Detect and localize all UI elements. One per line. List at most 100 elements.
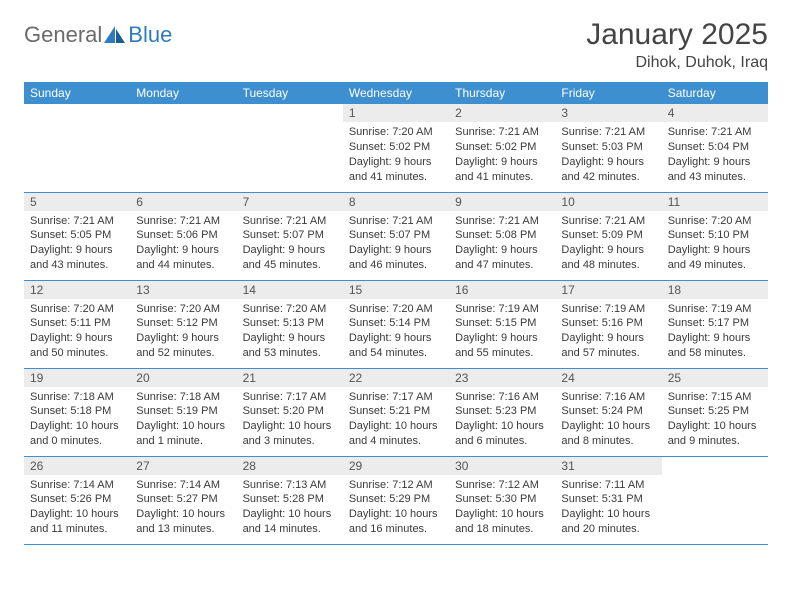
sunset-line: Sunset: 5:11 PM [30, 316, 124, 331]
sunrise-line: Sunrise: 7:21 AM [243, 214, 337, 229]
day-header-row: SundayMondayTuesdayWednesdayThursdayFrid… [24, 82, 768, 104]
day-body: Sunrise: 7:21 AMSunset: 5:06 PMDaylight:… [130, 211, 236, 277]
sunset-line: Sunset: 5:02 PM [455, 140, 549, 155]
daylight-line: Daylight: 10 hours and 9 minutes. [668, 419, 762, 449]
sunrise-line: Sunrise: 7:19 AM [561, 302, 655, 317]
day-body: Sunrise: 7:20 AMSunset: 5:02 PMDaylight:… [343, 122, 449, 188]
sunrise-line: Sunrise: 7:15 AM [668, 390, 762, 405]
day-cell: 24Sunrise: 7:16 AMSunset: 5:24 PMDayligh… [555, 368, 661, 456]
day-cell: 21Sunrise: 7:17 AMSunset: 5:20 PMDayligh… [237, 368, 343, 456]
sunset-line: Sunset: 5:23 PM [455, 404, 549, 419]
week-row: 12Sunrise: 7:20 AMSunset: 5:11 PMDayligh… [24, 280, 768, 368]
daynum-bar: 10 [555, 193, 661, 211]
daylight-line: Daylight: 10 hours and 0 minutes. [30, 419, 124, 449]
day-cell: 17Sunrise: 7:19 AMSunset: 5:16 PMDayligh… [555, 280, 661, 368]
day-body: Sunrise: 7:20 AMSunset: 5:11 PMDaylight:… [24, 299, 130, 365]
daynum-bar: 2 [449, 104, 555, 122]
daynum-bar: 15 [343, 281, 449, 299]
daylight-line: Daylight: 10 hours and 20 minutes. [561, 507, 655, 537]
day-body: Sunrise: 7:14 AMSunset: 5:26 PMDaylight:… [24, 475, 130, 541]
day-body: Sunrise: 7:20 AMSunset: 5:14 PMDaylight:… [343, 299, 449, 365]
daylight-line: Daylight: 9 hours and 48 minutes. [561, 243, 655, 273]
daynum-bar: 23 [449, 369, 555, 387]
daynum-bar: 16 [449, 281, 555, 299]
sunrise-line: Sunrise: 7:21 AM [668, 125, 762, 140]
day-cell [130, 104, 236, 192]
day-cell: 20Sunrise: 7:18 AMSunset: 5:19 PMDayligh… [130, 368, 236, 456]
daynum-bar: 30 [449, 457, 555, 475]
sunset-line: Sunset: 5:15 PM [455, 316, 549, 331]
day-cell: 16Sunrise: 7:19 AMSunset: 5:15 PMDayligh… [449, 280, 555, 368]
week-row: 26Sunrise: 7:14 AMSunset: 5:26 PMDayligh… [24, 456, 768, 544]
daynum-bar: 11 [662, 193, 768, 211]
day-cell: 6Sunrise: 7:21 AMSunset: 5:06 PMDaylight… [130, 192, 236, 280]
sunrise-line: Sunrise: 7:17 AM [349, 390, 443, 405]
day-cell: 18Sunrise: 7:19 AMSunset: 5:17 PMDayligh… [662, 280, 768, 368]
daynum-bar: 17 [555, 281, 661, 299]
day-body: Sunrise: 7:19 AMSunset: 5:15 PMDaylight:… [449, 299, 555, 365]
day-cell: 28Sunrise: 7:13 AMSunset: 5:28 PMDayligh… [237, 456, 343, 544]
sunrise-line: Sunrise: 7:12 AM [349, 478, 443, 493]
daylight-line: Daylight: 10 hours and 13 minutes. [136, 507, 230, 537]
day-cell: 2Sunrise: 7:21 AMSunset: 5:02 PMDaylight… [449, 104, 555, 192]
sunset-line: Sunset: 5:29 PM [349, 492, 443, 507]
daynum-bar: 29 [343, 457, 449, 475]
daynum-bar: 9 [449, 193, 555, 211]
day-body: Sunrise: 7:13 AMSunset: 5:28 PMDaylight:… [237, 475, 343, 541]
daynum-bar: 5 [24, 193, 130, 211]
sail-icon [104, 26, 126, 44]
daylight-line: Daylight: 10 hours and 3 minutes. [243, 419, 337, 449]
daynum-bar: 3 [555, 104, 661, 122]
daynum-bar-empty [24, 104, 130, 122]
day-cell: 10Sunrise: 7:21 AMSunset: 5:09 PMDayligh… [555, 192, 661, 280]
daylight-line: Daylight: 9 hours and 43 minutes. [30, 243, 124, 273]
day-cell: 9Sunrise: 7:21 AMSunset: 5:08 PMDaylight… [449, 192, 555, 280]
daylight-line: Daylight: 9 hours and 52 minutes. [136, 331, 230, 361]
brand-logo: General Blue [24, 18, 172, 48]
day-body: Sunrise: 7:21 AMSunset: 5:02 PMDaylight:… [449, 122, 555, 188]
daylight-line: Daylight: 9 hours and 53 minutes. [243, 331, 337, 361]
daynum-bar: 7 [237, 193, 343, 211]
sunset-line: Sunset: 5:04 PM [668, 140, 762, 155]
day-body: Sunrise: 7:21 AMSunset: 5:04 PMDaylight:… [662, 122, 768, 188]
daylight-line: Daylight: 9 hours and 41 minutes. [455, 155, 549, 185]
day-cell: 1Sunrise: 7:20 AMSunset: 5:02 PMDaylight… [343, 104, 449, 192]
sunset-line: Sunset: 5:12 PM [136, 316, 230, 331]
sunset-line: Sunset: 5:18 PM [30, 404, 124, 419]
daynum-bar: 31 [555, 457, 661, 475]
day-cell: 31Sunrise: 7:11 AMSunset: 5:31 PMDayligh… [555, 456, 661, 544]
daylight-line: Daylight: 10 hours and 4 minutes. [349, 419, 443, 449]
daynum-bar: 4 [662, 104, 768, 122]
daylight-line: Daylight: 10 hours and 6 minutes. [455, 419, 549, 449]
brand-text-general: General [24, 22, 102, 48]
sunrise-line: Sunrise: 7:21 AM [561, 125, 655, 140]
sunrise-line: Sunrise: 7:16 AM [561, 390, 655, 405]
day-cell [662, 456, 768, 544]
day-cell: 26Sunrise: 7:14 AMSunset: 5:26 PMDayligh… [24, 456, 130, 544]
sunset-line: Sunset: 5:27 PM [136, 492, 230, 507]
day-cell: 25Sunrise: 7:15 AMSunset: 5:25 PMDayligh… [662, 368, 768, 456]
day-body: Sunrise: 7:17 AMSunset: 5:20 PMDaylight:… [237, 387, 343, 453]
sunset-line: Sunset: 5:02 PM [349, 140, 443, 155]
sunrise-line: Sunrise: 7:21 AM [561, 214, 655, 229]
daylight-line: Daylight: 9 hours and 45 minutes. [243, 243, 337, 273]
day-body: Sunrise: 7:11 AMSunset: 5:31 PMDaylight:… [555, 475, 661, 541]
sunrise-line: Sunrise: 7:21 AM [455, 214, 549, 229]
daylight-line: Daylight: 9 hours and 42 minutes. [561, 155, 655, 185]
day-body: Sunrise: 7:21 AMSunset: 5:07 PMDaylight:… [343, 211, 449, 277]
header: General Blue January 2025 Dihok, Duhok, … [24, 18, 768, 72]
sunrise-line: Sunrise: 7:17 AM [243, 390, 337, 405]
daylight-line: Daylight: 9 hours and 44 minutes. [136, 243, 230, 273]
day-header: Saturday [662, 82, 768, 104]
day-body: Sunrise: 7:20 AMSunset: 5:10 PMDaylight:… [662, 211, 768, 277]
daynum-bar: 18 [662, 281, 768, 299]
day-cell: 12Sunrise: 7:20 AMSunset: 5:11 PMDayligh… [24, 280, 130, 368]
sunset-line: Sunset: 5:06 PM [136, 228, 230, 243]
daynum-bar-empty [130, 104, 236, 122]
day-body: Sunrise: 7:19 AMSunset: 5:16 PMDaylight:… [555, 299, 661, 365]
sunset-line: Sunset: 5:25 PM [668, 404, 762, 419]
daynum-bar: 28 [237, 457, 343, 475]
sunset-line: Sunset: 5:30 PM [455, 492, 549, 507]
sunrise-line: Sunrise: 7:18 AM [136, 390, 230, 405]
sunrise-line: Sunrise: 7:14 AM [136, 478, 230, 493]
